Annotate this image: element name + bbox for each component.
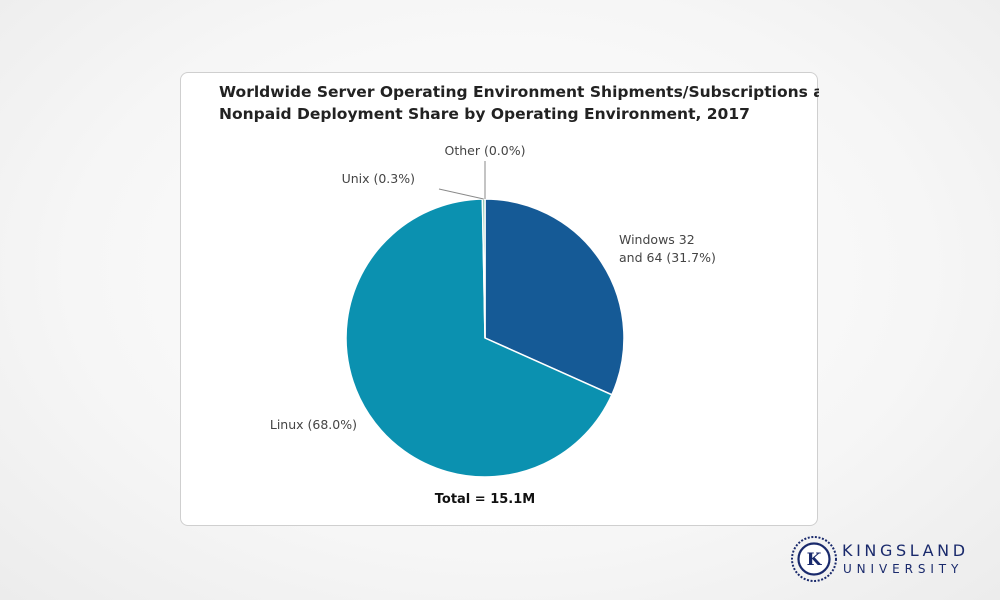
slice-label-line: Windows 32 xyxy=(619,232,695,247)
logo-seal-outer xyxy=(791,536,837,582)
leader-lines xyxy=(438,161,486,200)
total-label: Total = 15.1M xyxy=(435,492,535,507)
slice-labels: Windows 32 and 64 (31.7%) Linux (68.0%) Uni… xyxy=(270,143,716,432)
slice-label-windows-32-and-64: Windows 32 and 64 (31.7%) xyxy=(619,232,716,265)
pie-slices xyxy=(345,198,625,478)
leader-line-unix xyxy=(438,188,484,200)
logo-wordmark-line-1: KINGSLAND xyxy=(842,541,969,560)
chart-card: Worldwide Server Operating Environment S… xyxy=(180,72,819,526)
chart-title-line-1: Worldwide Server Operating Environment S… xyxy=(219,83,819,101)
slice-label-line: and 64 (31.7%) xyxy=(619,250,716,265)
logo-monogram: K xyxy=(807,550,823,570)
logo-wordmark-line-2: UNIVERSITY xyxy=(843,562,963,576)
slice-label-other: Other (0.0%) xyxy=(445,143,526,158)
kingsland-logo: K KINGSLAND UNIVERSITY xyxy=(791,536,969,582)
pie-chart: Worldwide Server Operating Environment S… xyxy=(219,83,819,507)
chart-title: Worldwide Server Operating Environment S… xyxy=(219,83,819,123)
slice-label-linux: Linux (68.0%) xyxy=(270,417,357,432)
slice-label-line: Linux (68.0%) xyxy=(270,417,357,432)
brand-logo: K KINGSLAND UNIVERSITY xyxy=(790,533,990,585)
slice-label-line: Other (0.0%) xyxy=(445,143,526,158)
logo-seal-inner xyxy=(797,542,831,576)
slice-label-line: Unix (0.3%) xyxy=(342,171,415,186)
slice-label-unix: Unix (0.3%) xyxy=(342,171,415,186)
pie-slice-linux xyxy=(345,198,613,478)
chart-title-line-2: Nonpaid Deployment Share by Operating En… xyxy=(219,105,750,123)
pie-slice-windows-32-and-64 xyxy=(484,198,625,396)
